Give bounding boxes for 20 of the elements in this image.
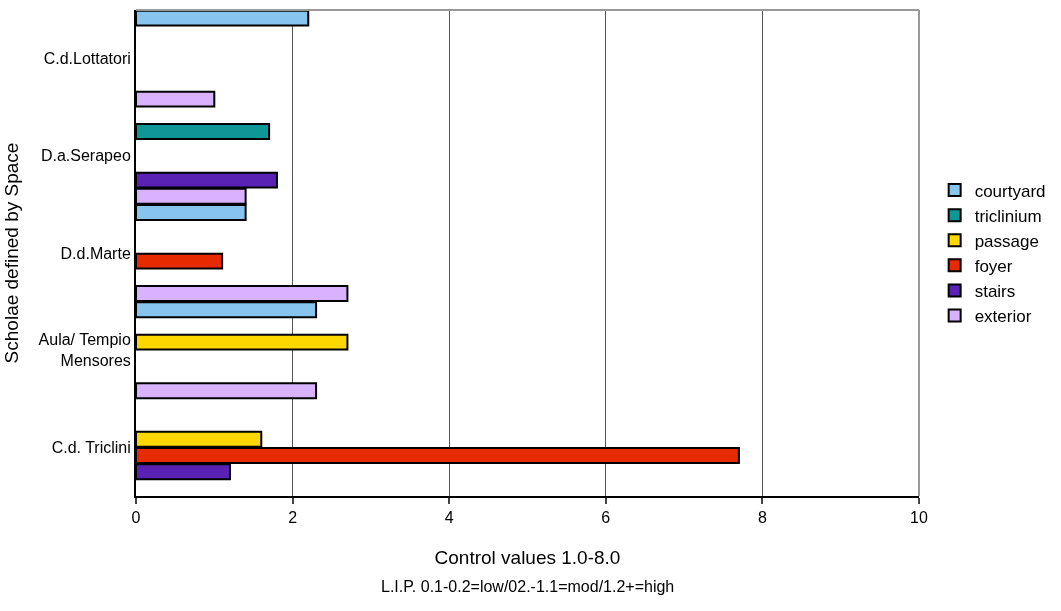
legend-label: foyer xyxy=(974,256,1013,276)
x-tick-label: 10 xyxy=(910,509,928,527)
x-tick-label: 0 xyxy=(131,509,141,527)
legend-label: exterior xyxy=(974,307,1032,327)
x-axis-title: Control values 1.0-8.0 xyxy=(434,546,621,568)
x-tick-label: 8 xyxy=(757,509,767,527)
legend-label: courtyard xyxy=(974,181,1046,201)
y-tick-label: D.d.Marte xyxy=(60,244,131,262)
y-tick-label: C.d. Triclini xyxy=(51,439,131,456)
text: L.I.P. 0.1-0.2=low/02.-1.1=mod/1.2+=high xyxy=(381,578,675,595)
y-tick-label: D.a.Serapeo xyxy=(40,147,131,165)
y-tick-label: C.d.Lottatori xyxy=(43,50,131,68)
x-tick-label: 2 xyxy=(288,509,298,527)
y-axis-title: Scholae defined by Space xyxy=(0,142,22,364)
y-tick-label: Aula/ Tempio Mensores xyxy=(38,331,131,370)
legend-label: stairs xyxy=(974,282,1016,302)
legend-label: triclinium xyxy=(974,206,1042,226)
x-tick-label: 4 xyxy=(444,509,454,527)
x-tick-label: 6 xyxy=(601,509,611,527)
legend-label: passage xyxy=(974,231,1039,251)
